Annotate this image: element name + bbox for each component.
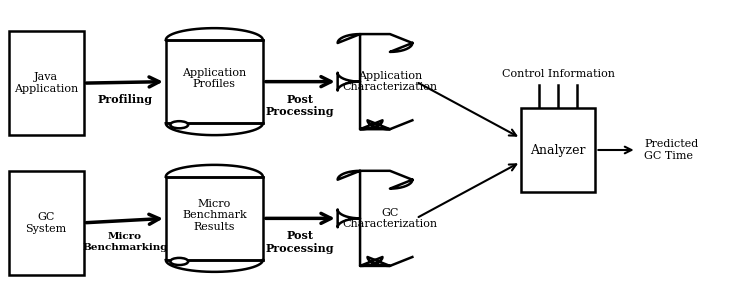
FancyBboxPatch shape	[9, 171, 83, 275]
Text: Profiling: Profiling	[97, 94, 152, 105]
Text: Predicted
GC Time: Predicted GC Time	[644, 139, 698, 161]
Text: Application
Profiles: Application Profiles	[182, 68, 247, 89]
Text: GC
System: GC System	[26, 212, 67, 234]
FancyBboxPatch shape	[166, 177, 263, 260]
FancyBboxPatch shape	[9, 31, 83, 135]
Text: Java
Application: Java Application	[14, 72, 78, 94]
Text: Micro
Benchmark
Results: Micro Benchmark Results	[182, 199, 247, 232]
FancyBboxPatch shape	[520, 108, 596, 192]
Text: Analyzer: Analyzer	[530, 143, 586, 157]
Text: Control Information: Control Information	[502, 69, 614, 79]
Circle shape	[170, 121, 188, 128]
Text: Application
Characterization: Application Characterization	[343, 71, 437, 92]
Text: Post
Processing: Post Processing	[266, 94, 334, 117]
Text: Micro
Benchmarking: Micro Benchmarking	[82, 232, 167, 252]
FancyBboxPatch shape	[166, 40, 263, 123]
Text: Post
Processing: Post Processing	[266, 230, 334, 254]
Circle shape	[170, 258, 188, 265]
Text: GC
Characterization: GC Characterization	[343, 208, 437, 229]
